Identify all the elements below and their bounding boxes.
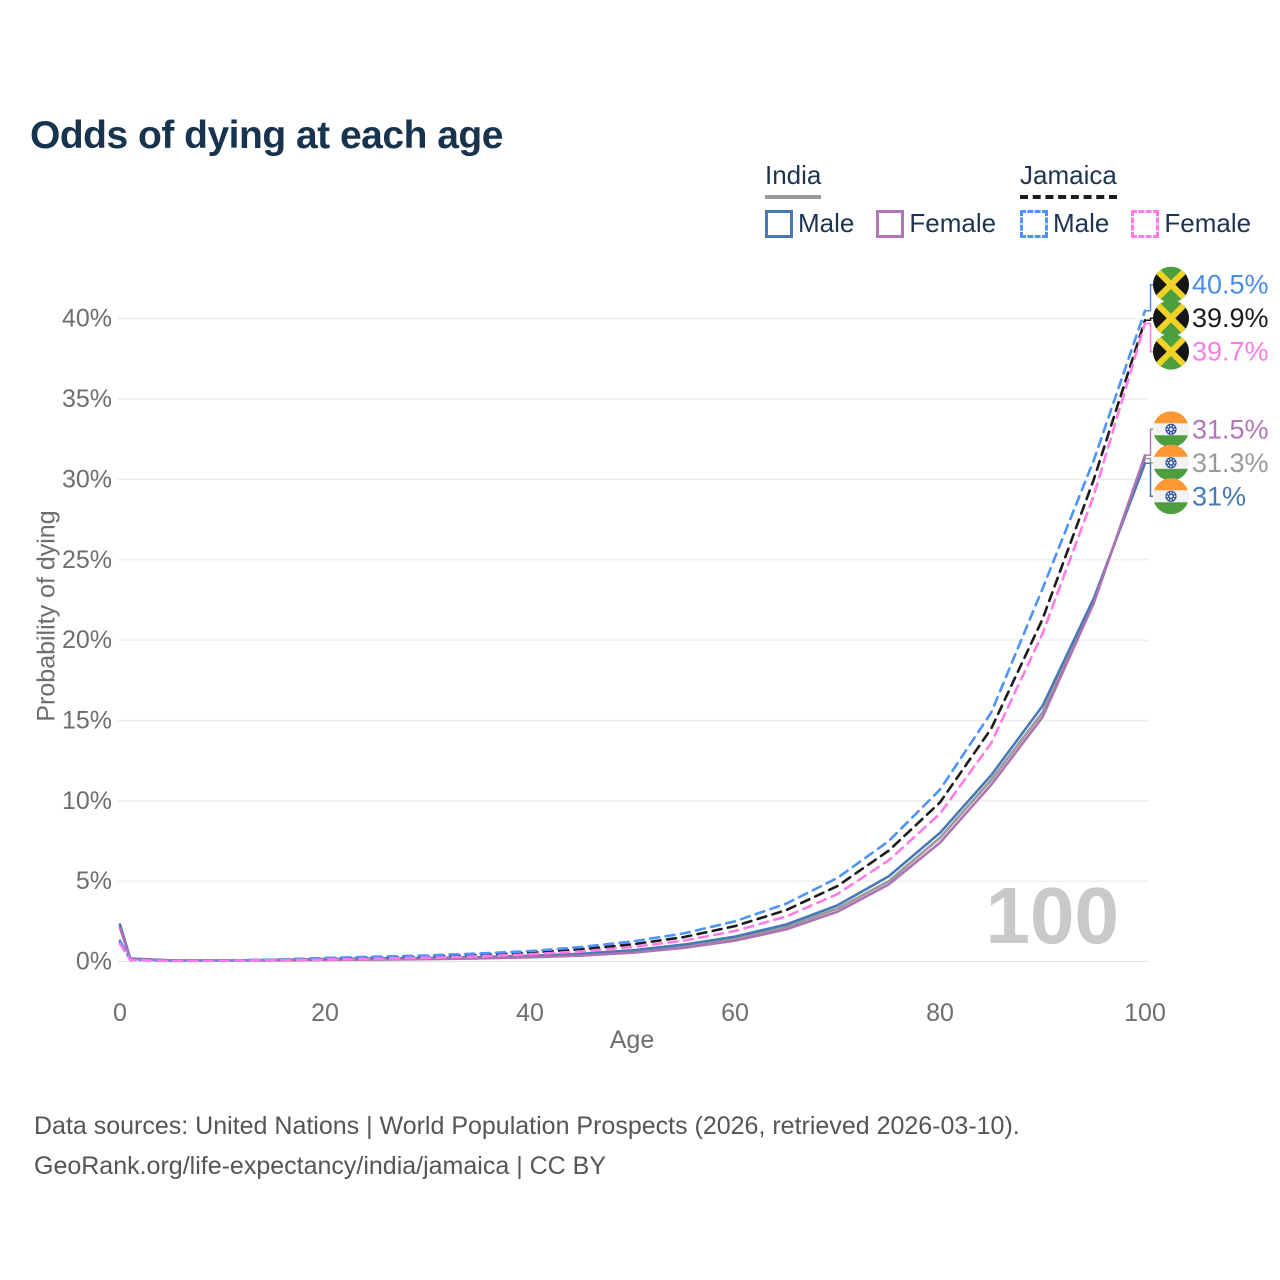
y-tick-label: 35%: [62, 385, 112, 413]
legend-item-label: Female: [1164, 208, 1252, 238]
y-tick-label: 30%: [62, 465, 112, 493]
x-tick-label: 0: [113, 999, 127, 1027]
legend-item-india-female[interactable]: Female: [876, 208, 996, 239]
y-tick-label: 20%: [62, 626, 112, 654]
end-label-india-both: 31.3%: [1192, 448, 1269, 478]
y-tick-label: 0%: [76, 948, 112, 976]
end-label-connector: [1146, 428, 1154, 457]
y-tick-label: 15%: [62, 706, 112, 734]
end-label-jamaica-both: 39.9%: [1192, 303, 1269, 333]
footer: Data sources: United Nations | World Pop…: [34, 1106, 1020, 1186]
footer-data-sources: Data sources: United Nations | World Pop…: [34, 1112, 1020, 1140]
legend-group-title-jamaica: Jamaica: [1020, 160, 1117, 199]
flag-icon-jamaica: [1153, 300, 1189, 337]
legend-item-jamaica-male[interactable]: Male: [1020, 208, 1109, 239]
legend-group-india: India Male Female: [765, 160, 996, 239]
india-male-swatch-icon: [765, 209, 793, 238]
end-label-connector: [1146, 317, 1154, 322]
y-tick-label: 5%: [76, 867, 112, 895]
footer-attribution: GeoRank.org/life-expectancy/india/jamaic…: [34, 1152, 607, 1180]
end-label-india-female: 31.5%: [1192, 414, 1269, 444]
x-tick-label: 20: [311, 999, 339, 1027]
legend-item-india-male[interactable]: Male: [765, 208, 854, 239]
jamaica-female-swatch-icon: [1131, 209, 1160, 238]
legend-item-label: Male: [798, 208, 855, 238]
x-tick-label: 100: [1124, 999, 1166, 1027]
series-line-jamaica-male[interactable]: [118, 309, 1147, 962]
end-label-connector: [1146, 462, 1154, 498]
end-label-jamaica-male: 40.5%: [1192, 270, 1269, 300]
india-female-swatch-icon: [876, 209, 905, 238]
legend-item-label: Male: [1053, 208, 1110, 238]
legend-group-jamaica: Jamaica Male Female: [1020, 160, 1251, 239]
legend-item-label: Female: [909, 208, 997, 238]
x-tick-label: 40: [516, 999, 544, 1027]
flag-icon-jamaica: [1153, 333, 1189, 370]
x-axis-title: Age: [609, 1026, 655, 1054]
x-tick-label: 80: [926, 999, 954, 1027]
series-line-jamaica-female[interactable]: [118, 322, 1147, 963]
end-label-jamaica-female: 39.7%: [1192, 337, 1269, 367]
y-tick-label: 25%: [62, 546, 112, 574]
legend-group-title-india: India: [765, 160, 822, 199]
end-label-connector: [1146, 322, 1154, 353]
end-label-india-male: 31%: [1192, 481, 1246, 511]
flag-icon-india: [1153, 444, 1189, 481]
page-title: Odds of dying at each age: [30, 114, 503, 158]
end-label-connector: [1146, 457, 1154, 464]
flag-icon-india: [1153, 411, 1189, 448]
y-tick-label: 10%: [62, 787, 112, 815]
y-tick-label: 40%: [62, 305, 112, 333]
end-label-connector: [1146, 283, 1154, 312]
flag-icon-jamaica: [1153, 266, 1189, 303]
flag-icon-india: [1153, 478, 1189, 515]
watermark-age-counter: 100: [986, 871, 1119, 960]
jamaica-male-swatch-icon: [1020, 209, 1048, 238]
legend-item-jamaica-female[interactable]: Female: [1131, 208, 1251, 239]
x-tick-label: 60: [721, 999, 749, 1027]
